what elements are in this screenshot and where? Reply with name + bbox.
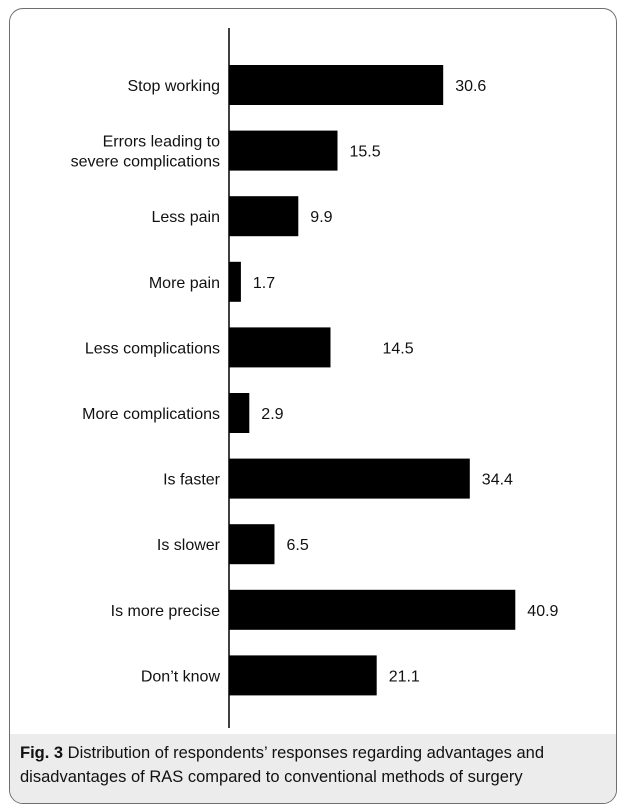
caption-fig-label: Fig. 3 [20,744,63,762]
category-label-6: More complications [82,406,220,423]
value-label-9: 40.9 [527,603,558,620]
bar-10 [229,655,377,695]
bar-9 [229,590,515,630]
value-label-6: 2.9 [261,406,283,423]
category-label-3: Less pain [152,209,221,226]
bar-3 [229,196,298,236]
category-label-1: Stop working [128,78,221,95]
value-label-3: 9.9 [310,209,332,226]
bar-6 [229,393,249,433]
bars-group: 30.6 Stop working 15.5 Errors leading to sev… [71,65,559,695]
category-label-8: Is slower [157,537,221,554]
figure-caption: Fig. 3 Distribution of respondents’ resp… [20,741,610,789]
category-label-10: Don’t know [141,668,221,685]
bar-5 [229,327,331,367]
value-label-8: 6.5 [287,537,309,554]
category-label-9: Is more precise [111,603,220,620]
category-label-7: Is faster [163,472,221,489]
bar-1 [229,65,443,105]
bar-chart: 30.6 Stop working 15.5 Errors leading to sev… [0,0,627,740]
value-label-7: 34.4 [482,472,513,489]
bar-4 [229,262,241,302]
bar-8 [229,524,275,564]
category-label-4: More pain [149,275,220,292]
category-label-5: Less complications [85,340,220,357]
value-label-2: 15.5 [350,144,381,161]
value-label-10: 21.1 [389,668,420,685]
bar-7 [229,459,470,499]
caption-text: Distribution of respondents’ responses r… [20,744,544,786]
value-label-1: 30.6 [455,78,486,95]
category-label-2: Errors leading to severe complications [71,134,221,171]
bar-2 [229,131,338,171]
value-label-5: 14.5 [383,340,414,357]
value-label-4: 1.7 [253,275,275,292]
